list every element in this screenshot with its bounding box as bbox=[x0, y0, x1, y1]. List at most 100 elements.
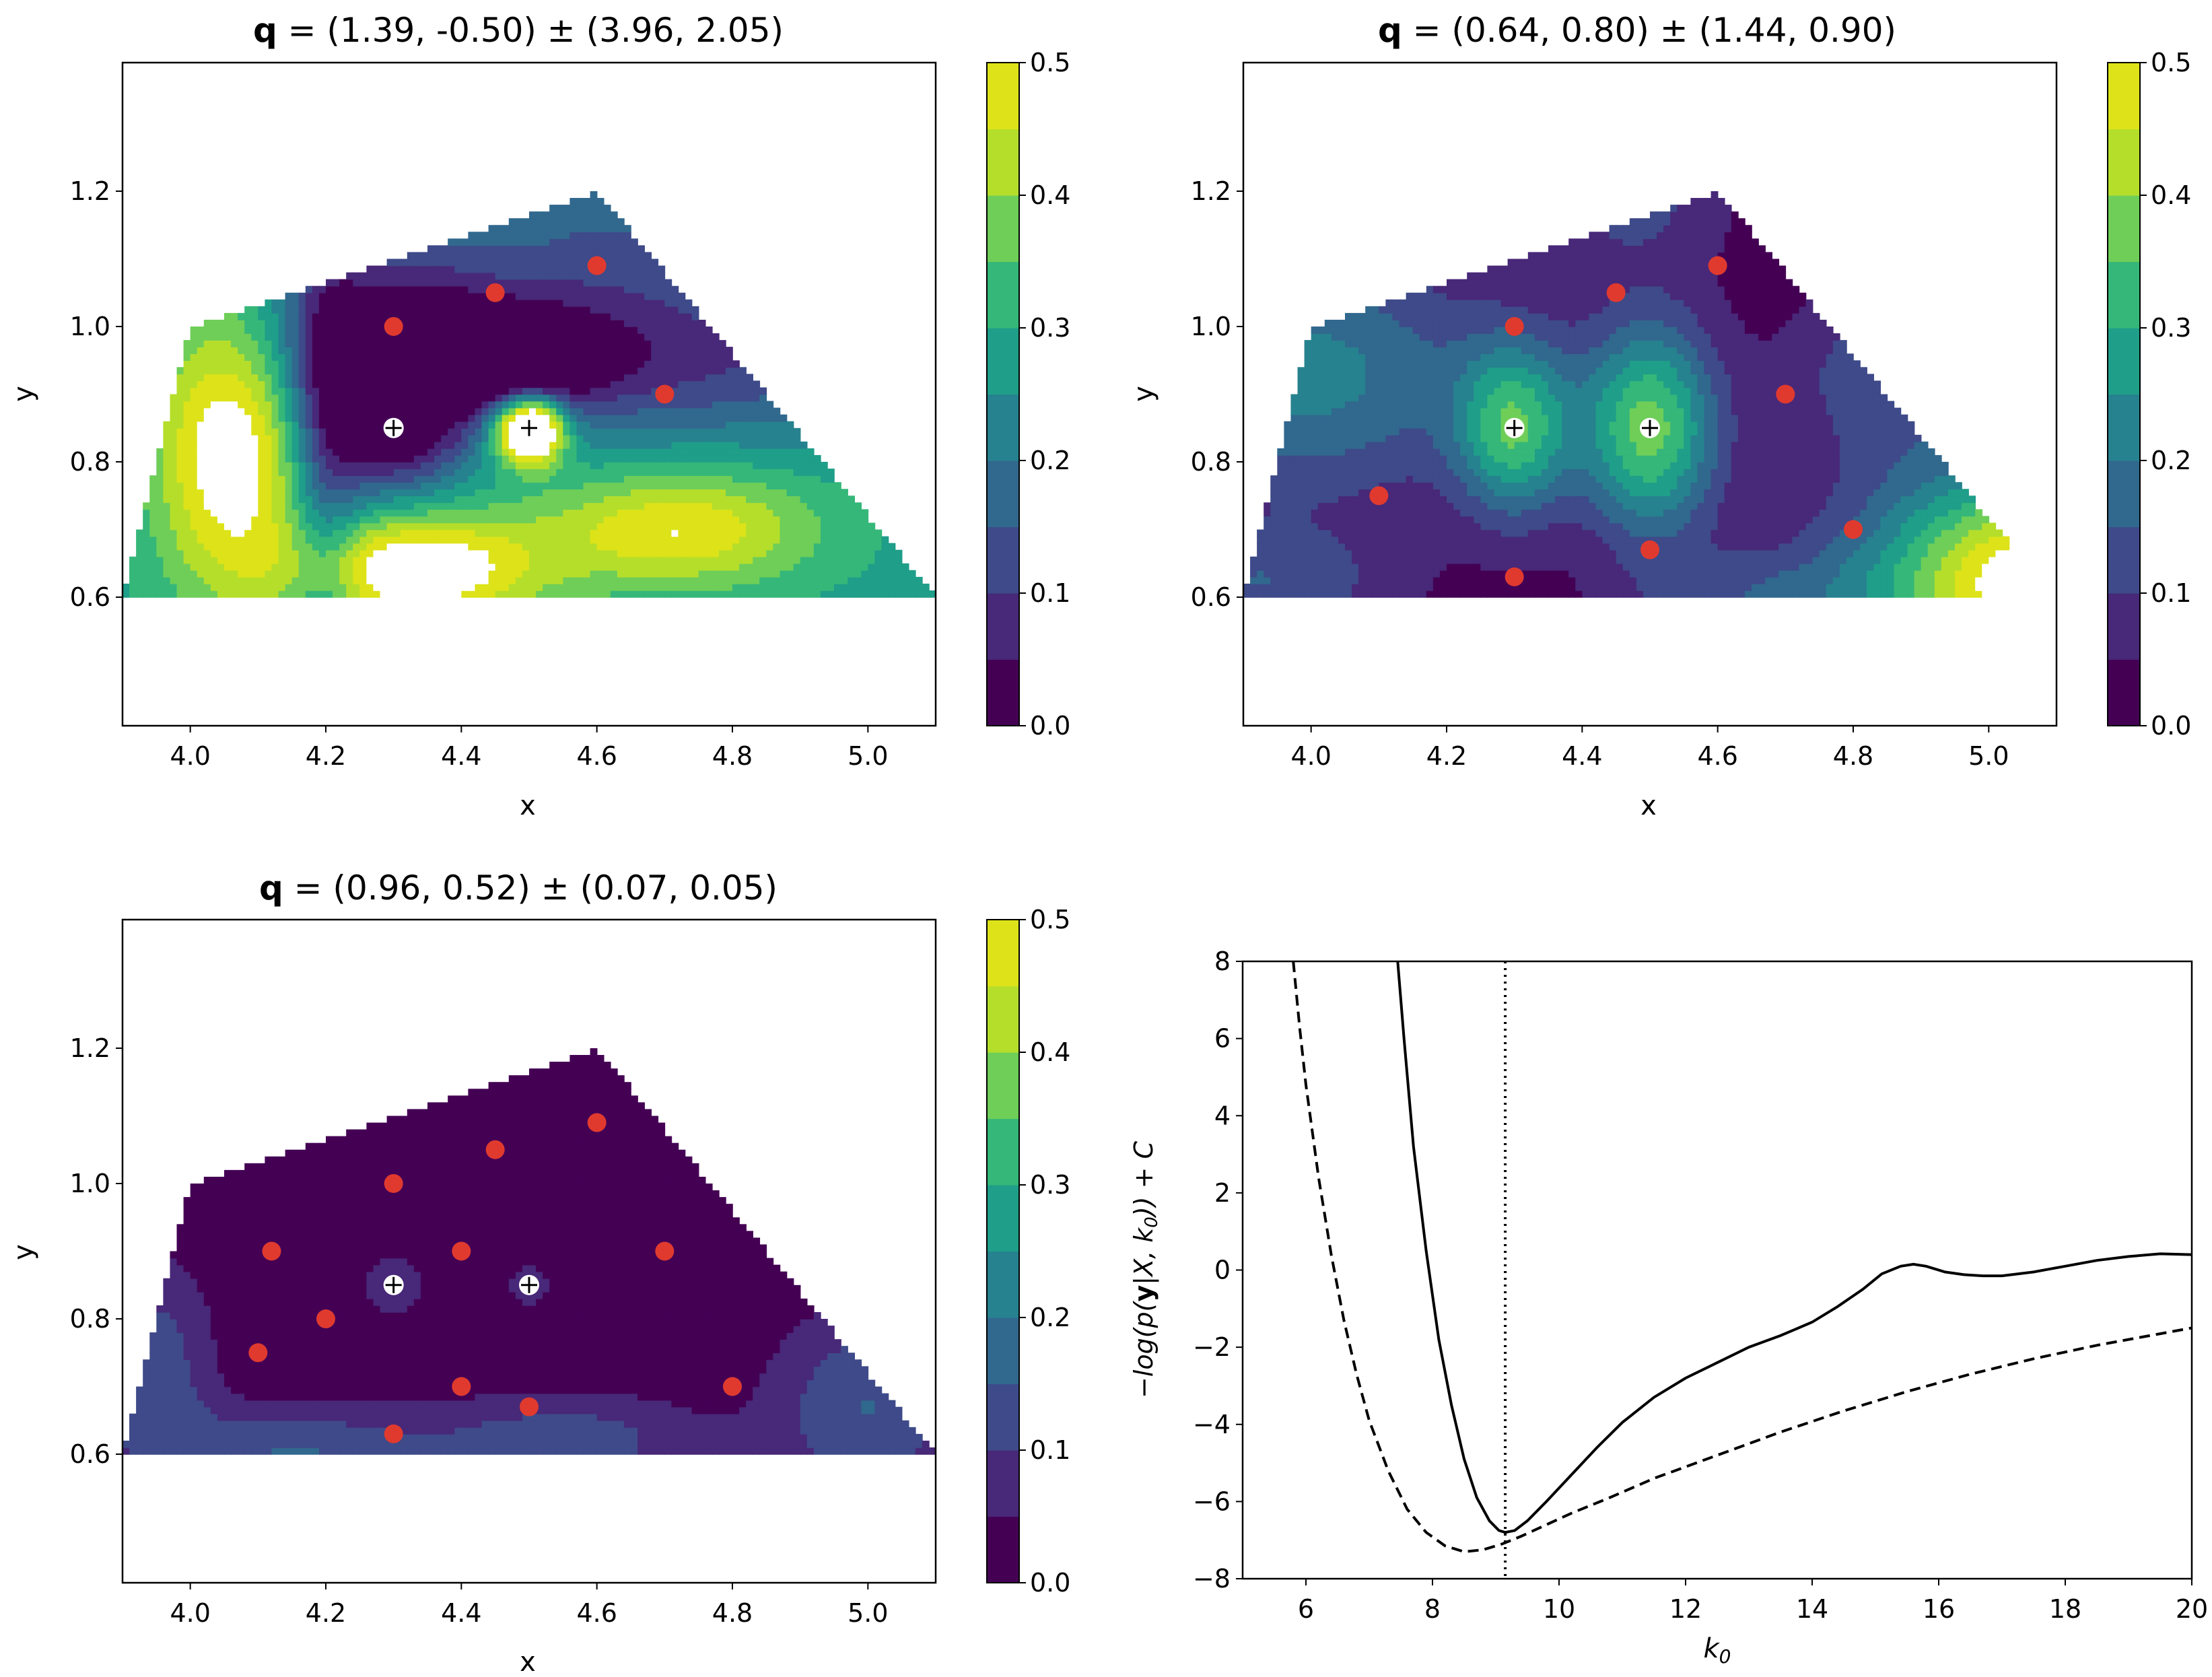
panel-top-left-contour-cell bbox=[705, 387, 713, 395]
panel-top-left-contour-cell bbox=[806, 475, 815, 483]
panel-top-left-contour-cell bbox=[543, 495, 550, 504]
panel-top-left-contour-cell bbox=[746, 590, 753, 598]
panel-top-left-contour-cell bbox=[176, 441, 184, 449]
panel-top-left-contour-cell bbox=[495, 509, 503, 517]
panel-top-left-contour-cell bbox=[353, 495, 361, 504]
panel-top-left-contour-cell bbox=[318, 516, 326, 524]
panel-top-left-contour-cell bbox=[495, 570, 503, 578]
panel-top-left-contour-cell bbox=[238, 462, 245, 469]
panel-top-left-contour-cell bbox=[908, 583, 916, 591]
panel-top-left-contour-cell bbox=[780, 590, 788, 598]
panel-top-left-contour-cell bbox=[556, 312, 564, 320]
panel-top-left-contour-cell bbox=[291, 427, 300, 436]
panel-top-left-title: q = (1.39, -0.50) ± (3.96, 2.05) bbox=[253, 11, 784, 50]
panel-top-left-contour-cell bbox=[176, 414, 184, 422]
panel-top-left-contour-cell bbox=[461, 495, 469, 504]
panel-top-left-contour-cell bbox=[441, 360, 448, 368]
panel-top-left-contour-cell bbox=[753, 570, 761, 578]
panel-top-left-contour-cell bbox=[786, 482, 794, 490]
panel-top-left-contour-cell bbox=[217, 326, 225, 334]
panel-top-right-contour-cell bbox=[1290, 407, 1299, 415]
panel-top-left-contour-cell bbox=[475, 489, 483, 497]
panel-top-left-contour-cell bbox=[685, 495, 693, 504]
panel-top-left-contour-cell bbox=[420, 590, 428, 598]
panel-top-left-contour-cell bbox=[746, 576, 753, 584]
panel-top-left-contour-cell bbox=[318, 549, 326, 557]
panel-top-left-contour-cell bbox=[427, 367, 435, 375]
panel-top-right-contour-cell bbox=[1277, 556, 1285, 564]
panel-top-left-contour-cell bbox=[536, 462, 543, 469]
panel-top-left-contour-cell bbox=[502, 279, 510, 287]
panel-top-left-contour-cell bbox=[393, 259, 401, 267]
panel-top-left-contour-cell bbox=[753, 576, 761, 584]
panel-top-left-contour-cell bbox=[705, 360, 713, 368]
panel-top-left-contour-cell bbox=[224, 556, 232, 564]
panel-top-left-contour-cell bbox=[238, 454, 245, 463]
panel-top-left-contour-cell bbox=[623, 482, 631, 490]
panel-top-left-contour-cell bbox=[366, 326, 374, 334]
panel-top-left-contour-cell bbox=[915, 590, 923, 598]
panel-top-left-contour-cell bbox=[434, 285, 442, 294]
panel-top-left-contour-cell bbox=[623, 469, 631, 476]
panel-top-left-contour-cell bbox=[475, 570, 483, 578]
panel-top-left-contour-cell bbox=[183, 353, 191, 362]
panel-top-left-contour-cell bbox=[543, 556, 550, 564]
panel-top-left-contour-cell bbox=[725, 509, 733, 517]
panel-top-left-contour-cell bbox=[461, 285, 469, 294]
panel-top-left-contour-cell bbox=[258, 516, 266, 524]
panel-top-right-contour-cell bbox=[1290, 441, 1299, 449]
panel-top-left-contour-cell bbox=[773, 448, 781, 456]
panel-top-left-contour-cell bbox=[339, 563, 347, 571]
panel-top-left-contour-cell bbox=[922, 583, 930, 591]
panel-top-left-contour-cell bbox=[373, 502, 381, 510]
panel-top-left-contour-cell bbox=[759, 509, 767, 517]
panel-top-left-contour-cell bbox=[603, 495, 611, 504]
panel-top-left-contour-cell bbox=[617, 367, 625, 375]
panel-top-left-contour-cell bbox=[678, 590, 686, 598]
panel-top-left-contour-cell bbox=[197, 543, 205, 551]
panel-top-left-contour-cell bbox=[420, 509, 428, 517]
panel-top-left-contour-cell bbox=[156, 576, 164, 584]
panel-top-left-contour-cell bbox=[631, 306, 638, 314]
panel-top-left-contour-cell bbox=[481, 394, 489, 402]
panel-top-left-contour-cell bbox=[610, 570, 618, 578]
panel-top-left-contour-cell bbox=[468, 469, 476, 476]
panel-top-left-contour-cell bbox=[346, 441, 354, 449]
panel-top-left-contour-cell bbox=[536, 441, 543, 449]
panel-top-left-contour-cell bbox=[569, 502, 578, 510]
panel-top-left-contour-cell bbox=[468, 245, 476, 253]
panel-top-left-contour-cell bbox=[251, 414, 259, 422]
panel-top-left-contour-cell bbox=[407, 394, 415, 402]
panel-top-left-contour-cell bbox=[502, 225, 510, 233]
panel-top-left-contour-cell bbox=[475, 563, 483, 571]
panel-top-left-contour-cell bbox=[725, 570, 733, 578]
panel-top-left-contour-cell bbox=[617, 414, 625, 422]
panel-top-left-contour-cell bbox=[393, 265, 401, 273]
panel-top-left-contour-cell bbox=[549, 590, 557, 598]
panel-top-left-contour-cell bbox=[502, 427, 510, 436]
panel-top-left-contour-cell bbox=[603, 469, 611, 476]
panel-top-left-contour-cell bbox=[373, 319, 381, 327]
panel-top-left-contour-cell bbox=[407, 272, 415, 280]
panel-top-left-contour-cell bbox=[143, 556, 151, 564]
panel-top-right-contour-cell bbox=[1290, 482, 1299, 490]
panel-top-left-contour-cell bbox=[549, 556, 557, 564]
panel-top-left-contour-cell bbox=[353, 549, 361, 557]
panel-top-left-contour-cell bbox=[318, 326, 326, 334]
panel-top-left-contour-cell bbox=[333, 489, 340, 497]
panel-top-left-contour-cell bbox=[671, 529, 679, 537]
panel-top-left-contour-cell bbox=[420, 347, 428, 354]
panel-top-left-contour-cell bbox=[671, 427, 679, 436]
panel-top-left-contour-cell bbox=[596, 232, 604, 240]
panel-top-left-contour-cell bbox=[739, 516, 747, 524]
panel-top-left-contour-cell bbox=[244, 347, 252, 354]
panel-top-left-contour-cell bbox=[271, 570, 279, 578]
panel-top-left-contour-cell bbox=[413, 312, 421, 320]
panel-top-left-contour-cell bbox=[556, 462, 564, 469]
panel-top-left-contour-cell bbox=[786, 475, 794, 483]
panel-top-left-contour-cell bbox=[651, 434, 659, 442]
panel-top-left-contour-cell bbox=[170, 549, 178, 557]
panel-top-left-contour-cell bbox=[623, 360, 631, 368]
panel-top-left-contour-cell bbox=[156, 590, 164, 598]
panel-top-left-contour-cell bbox=[610, 380, 618, 388]
